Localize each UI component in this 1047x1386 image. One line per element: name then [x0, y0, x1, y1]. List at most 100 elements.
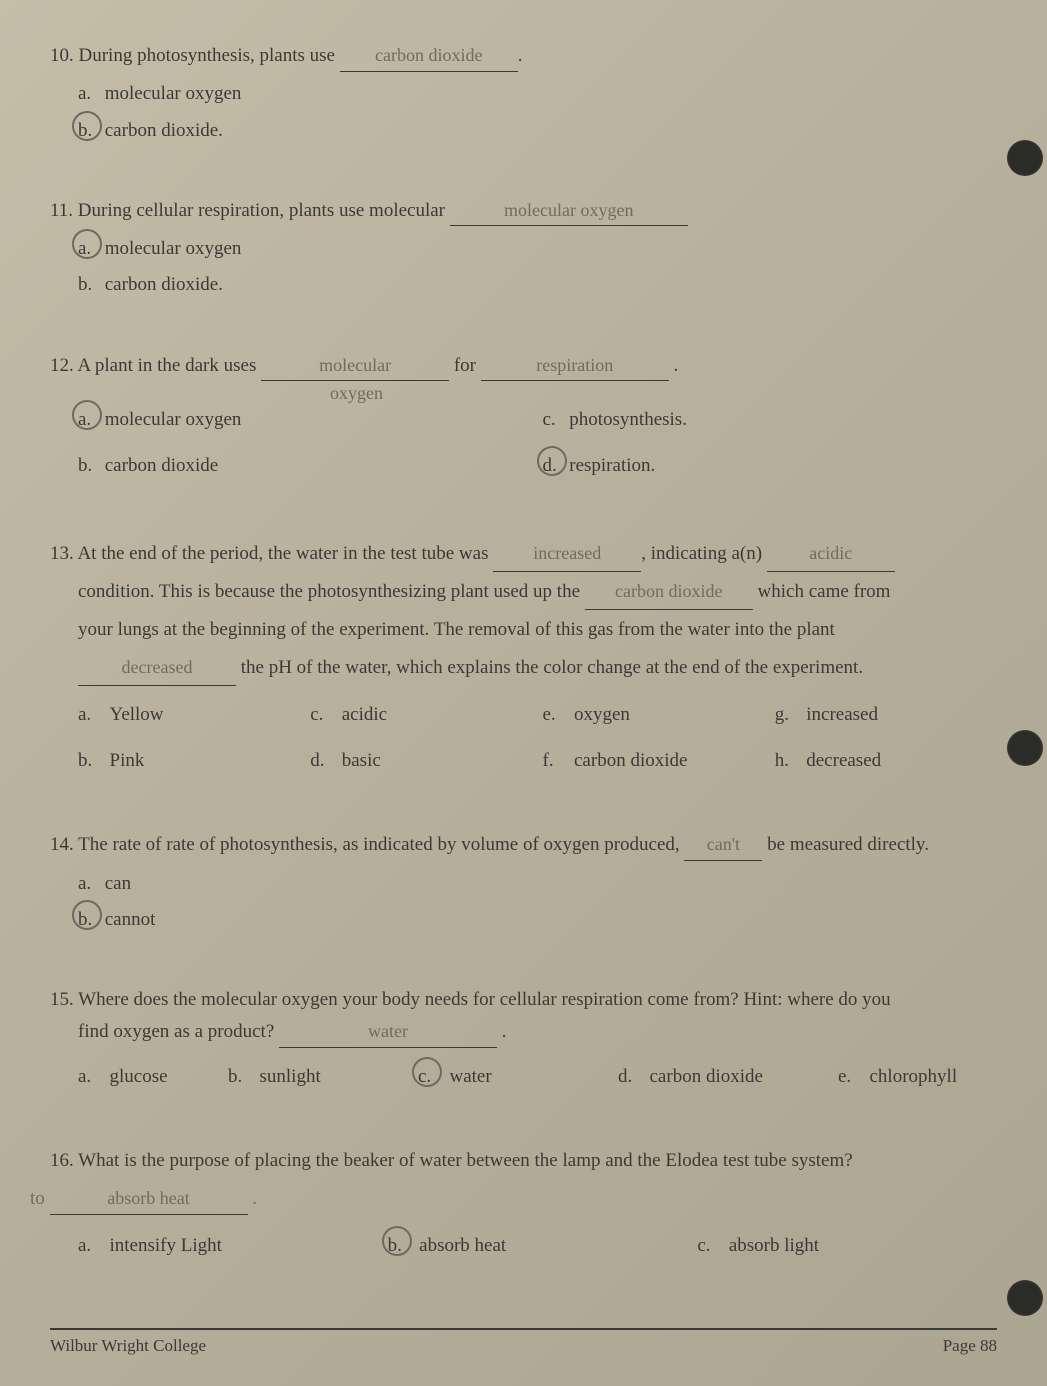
stem-text: A plant in the dark uses [77, 355, 256, 376]
question-number: 10. [50, 45, 74, 66]
option-letter: b. [228, 1061, 250, 1093]
option-text: water [450, 1066, 492, 1087]
option-text: Yellow [110, 704, 164, 725]
stem-text: for [454, 355, 476, 376]
handwritten-annotation: . [252, 1188, 257, 1209]
option-text: molecular oxygen [105, 238, 242, 259]
option-letter-circled: d. [543, 450, 565, 482]
stem-text: your lungs at the beginning of the exper… [50, 619, 835, 640]
stem-text: which came from [758, 581, 891, 602]
option-text: basic [342, 750, 381, 771]
punch-hole [1007, 730, 1043, 766]
option-text: sunlight [260, 1066, 321, 1087]
option-letter-circled: a. [78, 233, 100, 265]
option-letter: c. [310, 699, 332, 731]
fill-blank: carbon dioxide [340, 40, 518, 72]
option-text: decreased [806, 750, 881, 771]
question-number: 14. [50, 834, 74, 855]
stem-text: the pH of the water, which explains the … [241, 657, 863, 678]
footer-right: Page 88 [943, 1336, 997, 1356]
question-number: 16. [50, 1150, 74, 1171]
fill-blank: molecular [261, 350, 449, 382]
option-text: molecular oxygen [105, 409, 242, 430]
fill-blank: respiration [481, 350, 669, 382]
option-letter-circled: b. [78, 904, 100, 936]
option-text: glucose [110, 1066, 168, 1087]
stem-text: During photosynthesis, plants use [79, 45, 336, 66]
worksheet-page: 10. During photosynthesis, plants use ca… [0, 0, 1047, 1386]
option-text: absorb heat [419, 1235, 506, 1256]
question-number: 13. [50, 543, 74, 564]
option-text: carbon dioxide [574, 750, 687, 771]
option-letter: g. [775, 699, 797, 731]
stem-text: What is the purpose of placing the beake… [78, 1150, 853, 1171]
option-letter: f. [543, 745, 565, 777]
option-letter: d. [310, 745, 332, 777]
fill-blank: can't [684, 829, 762, 861]
option-text: chlorophyll [870, 1066, 958, 1087]
fill-blank: water [279, 1016, 497, 1048]
stem-text: At the end of the period, the water in t… [77, 543, 488, 564]
stem-text: Where does the molecular oxygen your bod… [78, 989, 891, 1010]
option-letter: c. [543, 404, 565, 436]
option-letter-circled: a. [78, 404, 100, 436]
option-letter: a. [78, 868, 100, 900]
stem-text: . [502, 1021, 507, 1042]
option-text: carbon dioxide [650, 1066, 763, 1087]
option-letter: b. [78, 450, 100, 482]
question-11: 11. During cellular respiration, plants … [50, 195, 997, 302]
fill-blank: absorb heat [50, 1183, 248, 1215]
question-number: 11. [50, 200, 73, 221]
stem-text: find oxygen as a product? [50, 1021, 274, 1042]
option-text: molecular oxygen [105, 83, 242, 104]
stem-text: be measured directly. [767, 834, 929, 855]
page-footer: Wilbur Wright College Page 88 [50, 1328, 997, 1356]
option-text: can [105, 873, 131, 894]
option-letter: a. [78, 78, 100, 110]
question-13: 13. At the end of the period, the water … [50, 535, 997, 782]
fill-blank: increased [493, 535, 641, 572]
option-text: increased [806, 704, 878, 725]
option-letter: e. [838, 1061, 860, 1093]
question-16: 16. What is the purpose of placing the b… [50, 1145, 997, 1266]
question-number: 15. [50, 989, 74, 1010]
question-12: 12. A plant in the dark uses molecular f… [50, 350, 997, 487]
stem-text: . [674, 355, 679, 376]
stem-text: During cellular respiration, plants use … [78, 200, 445, 221]
question-15: 15. Where does the molecular oxygen your… [50, 984, 997, 1097]
option-letter-circled: b. [388, 1230, 410, 1262]
option-text: absorb light [729, 1235, 819, 1256]
option-letter-circled: c. [418, 1061, 440, 1093]
option-text: carbon dioxide. [105, 274, 223, 295]
question-number: 12. [50, 355, 74, 376]
option-letter: a. [78, 1230, 100, 1262]
option-text: acidic [342, 704, 387, 725]
handwritten-annotation: to [30, 1188, 45, 1209]
option-text: Pink [110, 750, 145, 771]
option-letter: e. [543, 699, 565, 731]
fill-blank: carbon dioxide [585, 573, 753, 610]
stem-text: . [518, 45, 523, 66]
option-text: cannot [105, 909, 156, 930]
option-text: respiration. [569, 455, 655, 476]
stem-text: , indicating a(n) [641, 543, 762, 564]
question-14: 14. The rate of rate of photosynthesis, … [50, 829, 997, 936]
option-letter: a. [78, 699, 100, 731]
option-letter: c. [697, 1230, 719, 1262]
option-text: carbon dioxide. [105, 120, 223, 141]
footer-left: Wilbur Wright College [50, 1336, 206, 1356]
fill-blank: acidic [767, 535, 895, 572]
option-text: carbon dioxide [105, 455, 218, 476]
option-letter: h. [775, 745, 797, 777]
option-letter: d. [618, 1061, 640, 1093]
fill-blank: molecular oxygen [450, 195, 688, 227]
stem-text: The rate of rate of photosynthesis, as i… [78, 834, 680, 855]
question-10: 10. During photosynthesis, plants use ca… [50, 40, 997, 147]
stem-text: condition. This is because the photosynt… [50, 581, 580, 602]
option-letter: b. [78, 269, 100, 301]
option-letter: b. [78, 745, 100, 777]
punch-hole [1007, 140, 1043, 176]
punch-hole [1007, 1280, 1043, 1316]
option-text: photosynthesis. [569, 409, 687, 430]
handwritten-annotation: oxygen [330, 378, 383, 409]
